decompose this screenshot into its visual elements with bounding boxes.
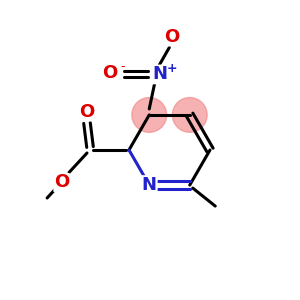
Text: O: O (102, 64, 117, 82)
Text: -: - (120, 60, 124, 74)
Circle shape (132, 98, 167, 132)
Text: O: O (80, 103, 94, 121)
Text: +: + (167, 62, 177, 75)
Text: N: N (142, 176, 157, 194)
Circle shape (172, 98, 207, 132)
Text: O: O (54, 173, 69, 191)
Text: O: O (164, 28, 179, 46)
Text: N: N (152, 65, 167, 83)
